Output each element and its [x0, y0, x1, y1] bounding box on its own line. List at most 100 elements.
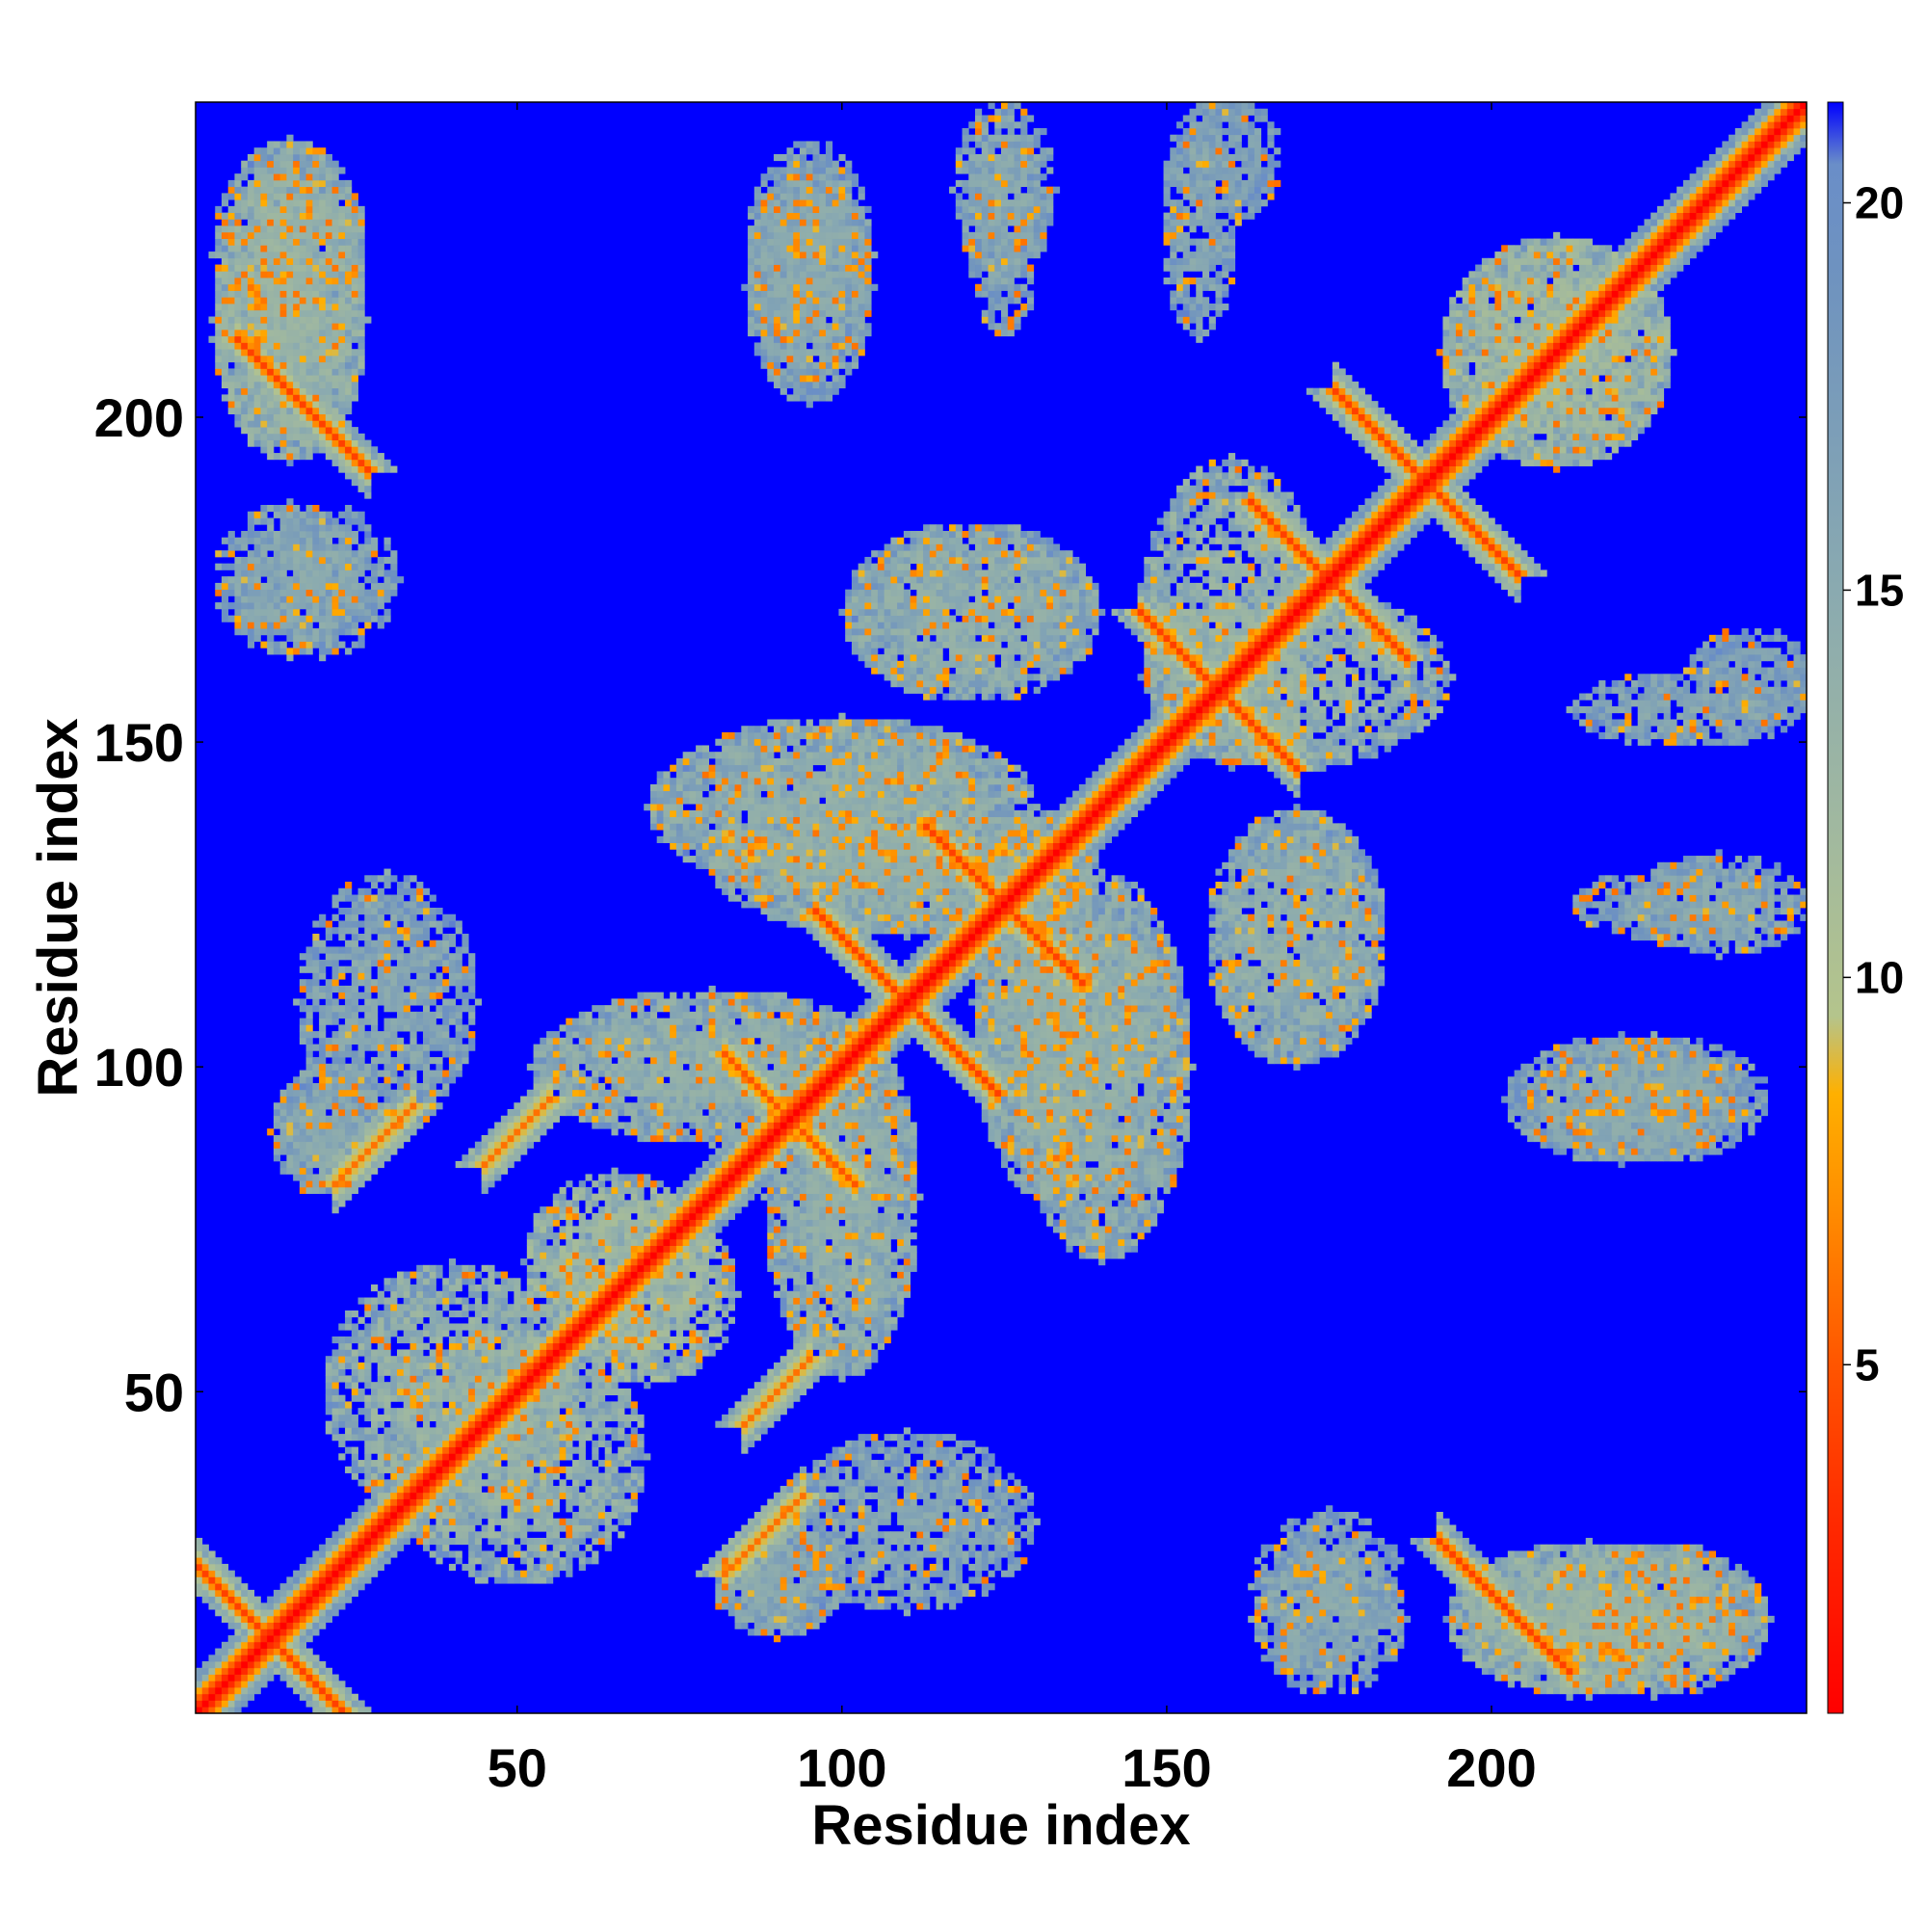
heatmap-cell — [456, 1499, 462, 1506]
heatmap-cell — [916, 1479, 923, 1486]
heatmap-cell — [963, 1486, 969, 1493]
heatmap-cell — [968, 1460, 975, 1467]
heatmap-cell — [1014, 1486, 1020, 1493]
heatmap-cell — [1313, 1550, 1320, 1557]
heatmap-cell — [852, 1505, 858, 1512]
heatmap-cell — [787, 1349, 794, 1356]
heatmap-cell — [864, 1602, 871, 1609]
heatmap-cell — [436, 1323, 442, 1330]
heatmap-cell — [364, 1460, 371, 1467]
heatmap-cell — [1716, 1623, 1723, 1629]
heatmap-cell — [456, 1453, 462, 1460]
heatmap-cell — [1612, 1642, 1619, 1649]
heatmap-cell — [358, 1557, 365, 1564]
heatmap-cell — [234, 1649, 241, 1655]
heatmap-cell — [1527, 1609, 1534, 1616]
heatmap-cell — [1293, 1550, 1300, 1557]
heatmap-cell — [494, 1519, 501, 1525]
heatmap-cell — [508, 1375, 515, 1382]
heatmap-cell — [1365, 1661, 1372, 1668]
heatmap-cell — [449, 1479, 456, 1486]
heatmap-cell — [241, 1602, 248, 1609]
heatmap-cell — [942, 1479, 949, 1486]
heatmap-cell — [1280, 1649, 1287, 1655]
heatmap-cell — [1553, 1571, 1560, 1577]
heatmap-cell — [1638, 1609, 1645, 1616]
heatmap-cell — [741, 1415, 748, 1421]
heatmap-cell — [761, 1557, 768, 1564]
heatmap-cell — [1339, 1531, 1346, 1538]
heatmap-cell — [852, 1545, 858, 1551]
heatmap-cell — [1326, 1531, 1333, 1538]
heatmap-cell — [618, 1447, 624, 1454]
heatmap-cell — [338, 1356, 345, 1363]
heatmap-cell — [540, 1467, 546, 1473]
heatmap-cell — [1463, 1538, 1469, 1545]
heatmap-cell — [826, 1557, 832, 1564]
heatmap-cell — [826, 1298, 832, 1305]
heatmap-cell — [975, 1479, 982, 1486]
heatmap-cell — [501, 1369, 508, 1376]
heatmap-cell — [774, 1524, 780, 1531]
heatmap-cell — [1280, 1564, 1287, 1571]
heatmap-cell — [1515, 1576, 1521, 1583]
heatmap-cell — [1001, 1486, 1008, 1493]
heatmap-cell — [864, 1545, 871, 1551]
heatmap-cell — [430, 1408, 436, 1415]
heatmap-cell — [754, 1524, 761, 1531]
heatmap-cell — [358, 1369, 365, 1376]
heatmap-cell — [793, 1538, 800, 1545]
heatmap-cell — [592, 1291, 598, 1298]
heatmap-cell — [1300, 1550, 1307, 1557]
heatmap-cell — [845, 1317, 852, 1324]
heatmap-cell — [1319, 1642, 1326, 1649]
heatmap-cell — [358, 1434, 365, 1441]
heatmap-cell — [676, 1304, 690, 1310]
heatmap-cell — [527, 1460, 534, 1467]
heatmap-cell — [442, 1519, 449, 1525]
heatmap-cell — [449, 1395, 456, 1402]
heatmap-cell — [1664, 1550, 1671, 1557]
heatmap-cell — [338, 1687, 345, 1694]
heatmap-cell — [540, 1389, 553, 1395]
heatmap-cell — [572, 1512, 579, 1519]
heatmap-cell — [338, 1545, 345, 1551]
heatmap-cell — [975, 1557, 982, 1564]
heatmap-cell — [1670, 1557, 1676, 1564]
heatmap-cell — [546, 1363, 553, 1369]
heatmap-cell — [442, 1356, 449, 1363]
heatmap-cell — [598, 1441, 605, 1447]
heatmap-cell — [637, 1447, 644, 1454]
heatmap-cell — [1527, 1681, 1534, 1687]
heatmap-cell — [1567, 1635, 1573, 1642]
heatmap-cell — [838, 1550, 845, 1557]
heatmap-cell — [1560, 1557, 1567, 1564]
heatmap-cell — [378, 1564, 384, 1571]
heatmap-cell — [1683, 1557, 1690, 1564]
heatmap-cell — [884, 1298, 891, 1305]
heatmap-cell — [605, 1337, 612, 1343]
heatmap-cell — [1313, 1628, 1320, 1635]
heatmap-cell — [644, 1343, 650, 1350]
heatmap-cell — [546, 1356, 553, 1363]
heatmap-cell — [611, 1486, 618, 1493]
heatmap-cell — [702, 1343, 709, 1350]
heatmap-cell — [1274, 1545, 1280, 1551]
heatmap-cell — [1449, 1628, 1456, 1635]
heatmap-cell — [196, 1564, 202, 1571]
heatmap-cell — [520, 1330, 527, 1337]
heatmap-cell — [364, 1369, 371, 1376]
heatmap-cell — [812, 1499, 819, 1506]
heatmap-cell — [442, 1349, 449, 1356]
heatmap-cell — [332, 1382, 339, 1389]
heatmap-cell — [1567, 1545, 1573, 1551]
heatmap-cell — [637, 1375, 644, 1382]
heatmap-cell — [409, 1382, 416, 1389]
heatmap-cell — [767, 1550, 774, 1557]
heatmap-cell — [404, 1395, 410, 1402]
heatmap-cell — [1729, 1623, 1735, 1629]
heatmap-cell — [949, 1602, 956, 1609]
heatmap-cell — [1670, 1635, 1676, 1642]
heatmap-cell — [1638, 1545, 1645, 1551]
heatmap-cell — [514, 1317, 520, 1324]
